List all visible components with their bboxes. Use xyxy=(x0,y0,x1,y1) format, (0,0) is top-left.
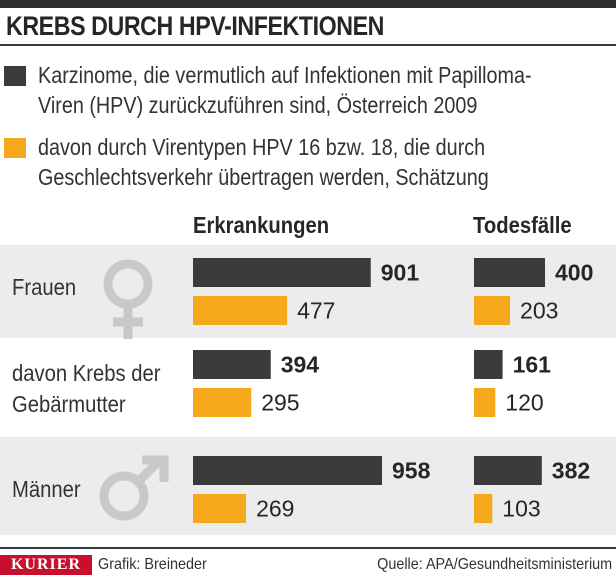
bar-todesfaelle-maenner-hpv xyxy=(474,494,493,523)
title-divider xyxy=(0,44,616,46)
bar-todesfaelle-maenner-total xyxy=(474,456,542,485)
column-header-todesfaelle: Todesfälle xyxy=(473,212,572,238)
value-label-erkrankungen-maenner-total: 958 xyxy=(392,458,431,484)
bar-erkrankungen-maenner-hpv xyxy=(193,494,247,523)
graphic-credit: Grafik: Breineder xyxy=(98,556,207,573)
top-bar xyxy=(0,0,616,8)
column-header-erkrankungen: Erkrankungen xyxy=(193,212,330,238)
row-label-gebaermutter-line2: Gebärmutter xyxy=(12,391,126,417)
value-label-todesfaelle-maenner-total: 382 xyxy=(552,458,590,484)
value-label-erkrankungen-frauen-total: 901 xyxy=(381,260,420,286)
value-label-todesfaelle-gebaermutter-hpv: 120 xyxy=(505,390,543,416)
footer-divider xyxy=(0,547,616,549)
value-label-todesfaelle-maenner-hpv: 103 xyxy=(502,496,540,522)
value-label-todesfaelle-gebaermutter-total: 161 xyxy=(513,352,552,378)
male-symbol-icon xyxy=(99,455,169,521)
value-label-todesfaelle-frauen-total: 400 xyxy=(555,260,593,286)
value-label-erkrankungen-gebaermutter-hpv: 295 xyxy=(261,390,299,416)
bar-erkrankungen-frauen-hpv xyxy=(193,296,288,325)
female-symbol-icon xyxy=(103,259,153,339)
bar-todesfaelle-gebaermutter-hpv xyxy=(474,388,496,417)
bar-todesfaelle-frauen-total xyxy=(474,258,545,287)
value-label-todesfaelle-frauen-hpv: 203 xyxy=(520,298,558,324)
chart-title: KREBS DURCH HPV-INFEKTIONEN xyxy=(6,11,384,41)
bar-todesfaelle-frauen-hpv xyxy=(474,296,511,325)
source-note: Quelle: APA/Gesundheitsministerium xyxy=(376,556,612,573)
bar-erkrankungen-gebaermutter-total xyxy=(193,350,271,379)
legend-swatch-dark xyxy=(4,66,26,86)
row-label-frauen: Frauen xyxy=(12,274,77,300)
bar-erkrankungen-gebaermutter-hpv xyxy=(193,388,252,417)
value-label-erkrankungen-maenner-hpv: 269 xyxy=(256,496,294,522)
bar-erkrankungen-maenner-total xyxy=(193,456,382,485)
row-label-gebaermutter-line1: davon Krebs der xyxy=(12,360,161,386)
bar-todesfaelle-gebaermutter-total xyxy=(474,350,503,379)
brand-logo: KURIER xyxy=(0,555,92,575)
legend-swatch-orange xyxy=(4,138,26,158)
value-label-erkrankungen-frauen-hpv: 477 xyxy=(297,298,335,324)
value-label-erkrankungen-gebaermutter-total: 394 xyxy=(281,352,320,378)
bar-erkrankungen-frauen-total xyxy=(193,258,371,287)
legend-label-total: Karzinome, die vermutlich auf Infektione… xyxy=(38,62,532,118)
row-label-maenner: Männer xyxy=(12,476,81,502)
legend-label-hpv: davon durch Virentypen HPV 16 bzw. 18, d… xyxy=(38,134,489,190)
